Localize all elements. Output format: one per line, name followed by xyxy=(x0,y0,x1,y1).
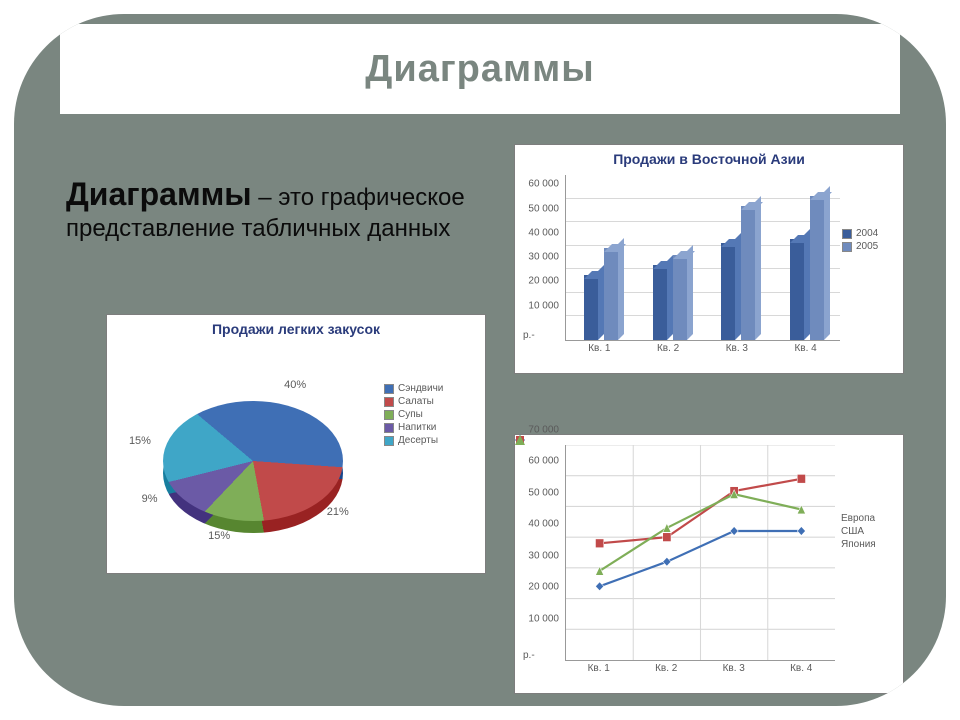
pie-legend-item: Супы xyxy=(384,409,479,420)
bar-ytick: 50 000 xyxy=(528,203,559,214)
legend-swatch xyxy=(384,436,394,446)
bar-group xyxy=(703,175,772,340)
pie-slice-label: 40% xyxy=(284,379,306,391)
legend-label: Напитки xyxy=(398,422,436,433)
bar xyxy=(810,196,824,340)
bar xyxy=(604,248,618,340)
legend-label: 2004 xyxy=(856,228,878,239)
bar-legend: 2004 2005 xyxy=(842,171,897,361)
line-chart-card: 10 00020 00030 00040 00050 00060 00070 0… xyxy=(514,434,904,694)
definition-text: Диаграммы – это графическое представлени… xyxy=(66,174,486,244)
slide-background: Диаграммы Диаграммы – это графическое пр… xyxy=(14,14,946,706)
bar-y-axis: 10 000 20 000 30 000 40 000 50 000 60 000 xyxy=(521,171,563,341)
bar-corner-label: р.- xyxy=(523,330,535,341)
bar-plot-area xyxy=(565,175,840,341)
pie-disc xyxy=(163,401,343,521)
bar-chart-title: Продажи в Восточной Азии xyxy=(521,151,897,167)
bar xyxy=(741,206,755,340)
legend-label: Супы xyxy=(398,409,423,420)
legend-swatch xyxy=(384,423,394,433)
bar-group xyxy=(772,175,841,340)
legend-label: Салаты xyxy=(398,396,434,407)
pie-legend-item: Сэндвичи xyxy=(384,383,479,394)
legend-swatch xyxy=(384,397,394,407)
bar-chart-plot: 10 000 20 000 30 000 40 000 50 000 60 000 Кв.… xyxy=(521,171,842,361)
bar-x-axis: Кв. 1Кв. 2Кв. 3Кв. 4 xyxy=(565,343,840,361)
pie-legend-item: Салаты xyxy=(384,396,479,407)
pie-slice-label: 15% xyxy=(129,435,151,447)
definition-term: Диаграммы xyxy=(66,176,252,212)
line-legend: ЕвропаСШАЯпония xyxy=(837,441,897,681)
legend-label: 2005 xyxy=(856,241,878,252)
pie-chart-card: Продажи легких закусок 40% 21% 15% 9% 15% Сэ… xyxy=(106,314,486,574)
legend-swatch xyxy=(842,229,852,239)
pie-legend-item: Напитки xyxy=(384,422,479,433)
line-legend-item: Япония xyxy=(837,539,897,550)
bar-group xyxy=(635,175,704,340)
pie-slice-label: 15% xyxy=(208,530,230,542)
pie-slice-label: 9% xyxy=(142,493,158,505)
bar-ytick: 10 000 xyxy=(528,300,559,311)
bar xyxy=(790,239,804,340)
title-bar: Диаграммы xyxy=(60,24,900,114)
pie-legend-item: Десерты xyxy=(384,435,479,446)
pie-chart-plot: 40% 21% 15% 9% 15% xyxy=(113,341,384,551)
legend-label: Сэндвичи xyxy=(398,383,443,394)
bar-ytick: 40 000 xyxy=(528,227,559,238)
bar-ytick: 60 000 xyxy=(528,179,559,190)
bar-ytick: 30 000 xyxy=(528,252,559,263)
bar-chart-card: Продажи в Восточной Азии 10 000 20 000 30 … xyxy=(514,144,904,374)
bar xyxy=(584,275,598,340)
pie-chart-title: Продажи легких закусок xyxy=(113,321,479,337)
bar-xtick: Кв. 2 xyxy=(634,343,703,361)
pie-legend: Сэндвичи Салаты Супы Напитки Десерты xyxy=(384,341,479,551)
line-ytick: 70 000 xyxy=(528,425,559,436)
pie-slice-label: 21% xyxy=(327,506,349,518)
bar xyxy=(673,255,687,340)
legend-swatch xyxy=(384,384,394,394)
bar-legend-item: 2005 xyxy=(842,241,897,252)
bar-ytick: 20 000 xyxy=(528,276,559,287)
bar-xtick: Кв. 3 xyxy=(703,343,772,361)
bar-group xyxy=(566,175,635,340)
slide-title: Диаграммы xyxy=(365,48,594,91)
legend-label: Десерты xyxy=(398,435,438,446)
slide-frame: Диаграммы Диаграммы – это графическое пр… xyxy=(0,0,960,720)
bar-xtick: Кв. 4 xyxy=(771,343,840,361)
bar-legend-item: 2004 xyxy=(842,228,897,239)
legend-swatch xyxy=(384,410,394,420)
legend-swatch xyxy=(842,242,852,252)
bar xyxy=(653,265,667,340)
bar xyxy=(721,243,735,340)
bar-xtick: Кв. 1 xyxy=(565,343,634,361)
